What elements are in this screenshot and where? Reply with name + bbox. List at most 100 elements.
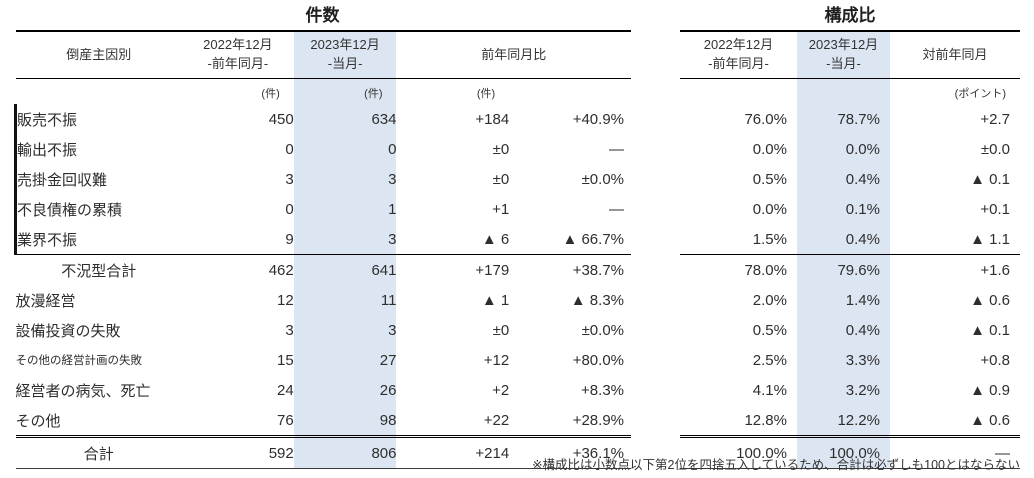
cell-kosei-prev: 12.8% (744, 411, 787, 429)
cell-kosei-prev: 2.5% (752, 351, 787, 369)
cell-kensu-prev: 24 (277, 381, 294, 399)
cell-kensu-pct: ±0.0% (581, 321, 624, 339)
cell-kensu-prev: 76 (277, 411, 294, 429)
cell-kensu-diff: ±0 (492, 321, 510, 339)
cell-kensu-diff: +179 (396, 254, 510, 285)
row-label: その他 (15, 412, 61, 430)
cell-kensu-pct: ±0.0% (581, 170, 624, 188)
table-row: 売掛金回収難 3 3 ±0 ±0.0% (14, 164, 632, 194)
cell-kosei-prev: 0.5% (752, 170, 787, 188)
cur-period-line2: -当月- (826, 56, 861, 71)
cell-kensu-pct: +80.0% (572, 351, 624, 369)
prev-period-line1: 2022年12月 (703, 37, 774, 53)
row-label: 売掛金回収難 (14, 164, 183, 194)
unit-empty (16, 79, 183, 105)
yoy-header: 前年同月比 (396, 31, 631, 79)
cell-kensu-cur: 98 (293, 405, 397, 437)
cur-period-line1: 2023年12月 (310, 37, 380, 53)
row-label: 輸出不振 (14, 134, 183, 164)
cell-kensu-cur: 641 (293, 254, 397, 285)
cell-kosei-diff: ±0.0 (980, 140, 1010, 158)
cur-period-header: 2023年12月 -当月- (293, 31, 397, 79)
table-row: 経営者の病気、死亡 24 26 +2 +8.3% (16, 375, 632, 405)
table-row: 放漫経営 12 11 ▲ 1 ▲ 8.3% (16, 285, 632, 315)
cell-kensu-pct: — (609, 140, 624, 158)
composition-ratio-section: 構成比 2022年12月 -前年同月- 2023年12月 -当月- (680, 2, 1020, 469)
row-label: 不況型合計 (15, 254, 183, 285)
cell-kosei-prev: 0.0% (752, 140, 787, 158)
unit-empty (680, 79, 797, 105)
cell-kensu-diff: ▲ 1 (481, 291, 510, 309)
cell-kensu-diff: +12 (483, 351, 510, 369)
cell-kensu-diff: ±0 (492, 170, 510, 188)
cell-kosei-cur: 79.6% (797, 254, 890, 285)
cell-kensu-cur: 26 (293, 375, 397, 405)
cell-kosei-prev: 76.0% (744, 110, 787, 128)
table-row: その他 76 98 +22 +28.9% (16, 405, 632, 437)
cell-kosei-diff: ▲ 0.9 (970, 381, 1010, 399)
cur-period-header: 2023年12月 -当月- (797, 31, 890, 79)
table-row: 0.5% 0.4% ▲ 0.1 (680, 164, 1020, 194)
case-count-title: 件数 (305, 6, 340, 25)
cell-kosei-diff: ▲ 0.1 (970, 170, 1010, 188)
cell-kosei-prev: 78.0% (680, 254, 797, 285)
cell-kosei-prev: 0.0% (752, 200, 787, 218)
unit-points: (ポイント) (954, 88, 1006, 100)
cell-kosei-diff: +1.6 (890, 254, 1020, 285)
cell-kosei-prev: 0.5% (752, 321, 787, 339)
units-row: (件) (件) (件) (16, 78, 632, 105)
total-row: 合計 592 806 +214 +36.1% (15, 435, 631, 469)
table-row: 76.0% 78.7% +2.7 (680, 104, 1020, 134)
rounding-footnote: ※構成比は小数点以下第2位を四捨五入しているため、合計は必ずしも100とはならな… (532, 458, 1020, 472)
cell-kosei-prev: 2.0% (752, 291, 787, 309)
cell-kosei-prev: 1.5% (752, 230, 787, 248)
row-label: 経営者の病気、死亡 (15, 382, 151, 400)
cell-kensu-pct: +38.7% (509, 254, 631, 285)
composition-ratio-table: 2022年12月 -前年同月- 2023年12月 -当月- 対前年同月 (ポイン… (680, 30, 1020, 469)
table-row: 0.0% 0.0% ±0.0 (680, 134, 1020, 164)
cell-kensu-cur: 0 (293, 134, 397, 164)
table-row: 2.5% 3.3% +0.8 (680, 345, 1020, 375)
row-label: 販売不振 (14, 104, 183, 134)
case-count-table: 倒産主因別 2022年12月 -前年同月- 2023年12月 -当月- 前年同月… (14, 30, 631, 469)
table-row: 1.5% 0.4% ▲ 1.1 (680, 224, 1020, 255)
cell-kosei-cur: 0.4% (797, 224, 890, 255)
cell-kosei-diff: ▲ 1.1 (970, 230, 1010, 248)
cell-kosei-cur: 78.7% (797, 104, 890, 134)
unit-empty (797, 78, 890, 104)
cell-kensu-prev: 3 (285, 170, 294, 188)
row-label: 放漫経営 (15, 292, 76, 310)
unit-cases: (件) (476, 88, 496, 100)
table-row: 輸出不振 0 0 ±0 — (14, 134, 632, 164)
prev-period-line1: 2022年12月 (203, 37, 273, 53)
header-row: 2022年12月 -前年同月- 2023年12月 -当月- 対前年同月 (680, 31, 1020, 79)
cell-kensu-prev: 592 (182, 435, 294, 469)
vs-prev-year-header: 対前年同月 (890, 31, 1020, 79)
cell-kosei-diff: +0.8 (980, 351, 1010, 369)
cell-kensu-prev: 3 (285, 321, 294, 339)
cell-kensu-cur: 3 (293, 164, 397, 194)
prev-period-header: 2022年12月 -前年同月- (182, 31, 294, 79)
cell-kensu-pct: ▲ 8.3% (570, 291, 624, 309)
total-row: 100.0% 100.0% — (680, 435, 1020, 469)
tables-container: 件数 倒産主因別 2022年12月 -前年同月- 2023年12月 -当月 (14, 2, 1020, 469)
prev-period-line2: -前年同月- (708, 56, 769, 71)
cell-kensu-cur: 634 (293, 104, 397, 134)
cell-kensu-pct: +28.9% (572, 411, 624, 429)
cell-kensu-prev: 0 (285, 140, 294, 158)
cell-kensu-diff: +22 (483, 411, 510, 429)
table-row: 不良債権の累積 0 1 +1 — (14, 194, 632, 224)
prev-period-line2: -前年同月- (207, 56, 269, 71)
cell-kensu-cur: 1 (293, 194, 397, 224)
cell-kensu-cur: 3 (293, 315, 397, 345)
units-row: (ポイント) (680, 78, 1020, 105)
cell-kosei-cur: 3.3% (797, 345, 890, 375)
cell-kosei-cur: 1.4% (797, 285, 890, 315)
cell-kensu-prev: 462 (182, 254, 294, 285)
subtotal-row: 不況型合計 462 641 +179 +38.7% (15, 254, 631, 285)
cause-column-header: 倒産主因別 (15, 31, 183, 79)
cell-kensu-diff: ±0 (492, 140, 510, 158)
cell-kosei-cur: 100.0% (797, 435, 890, 469)
row-label: 設備投資の失敗 (15, 322, 121, 340)
subtotal-row: 78.0% 79.6% +1.6 (680, 254, 1020, 285)
